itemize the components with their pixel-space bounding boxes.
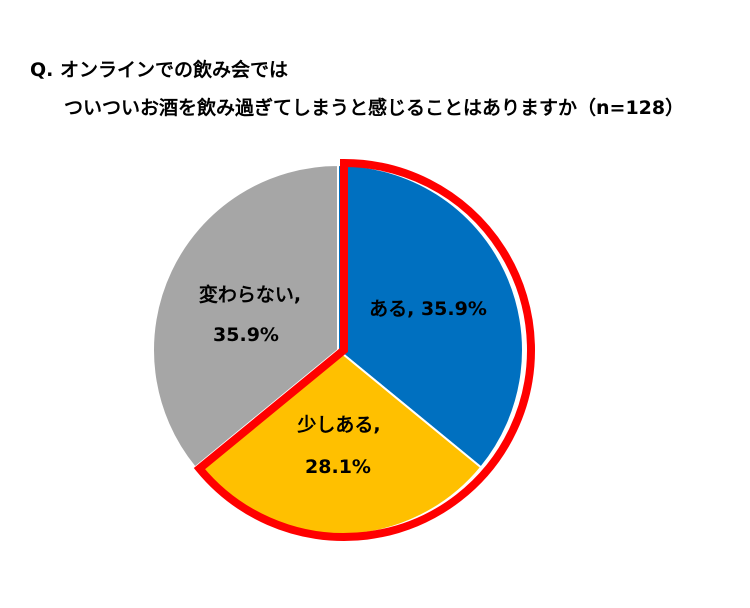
slice-label-sukoshi-aru: 少しある, <box>296 414 380 436</box>
pie-slices <box>152 163 524 536</box>
pie-slice-変わらない <box>152 163 339 469</box>
chart-title-line-1: Q. オンラインでの飲み会では <box>30 59 288 81</box>
slice-value-kawaranai: 35.9% <box>213 324 279 346</box>
chart-title-line-2: ついついお酒を飲み過ぎてしまうと感じることはありますか（n=128） <box>64 97 685 119</box>
highlight-outline <box>193 158 535 541</box>
slice-label-kawaranai: 変わらない, <box>199 283 301 306</box>
slice-label-aru: ある, 35.9% <box>369 298 487 320</box>
slice-value-sukoshi-aru: 28.1% <box>305 456 371 478</box>
